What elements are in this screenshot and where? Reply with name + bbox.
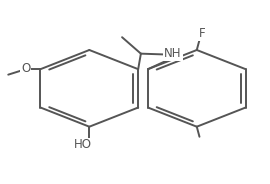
Text: O: O — [21, 62, 30, 75]
Text: F: F — [199, 27, 205, 40]
Text: NH: NH — [164, 47, 182, 60]
Text: HO: HO — [74, 138, 92, 151]
